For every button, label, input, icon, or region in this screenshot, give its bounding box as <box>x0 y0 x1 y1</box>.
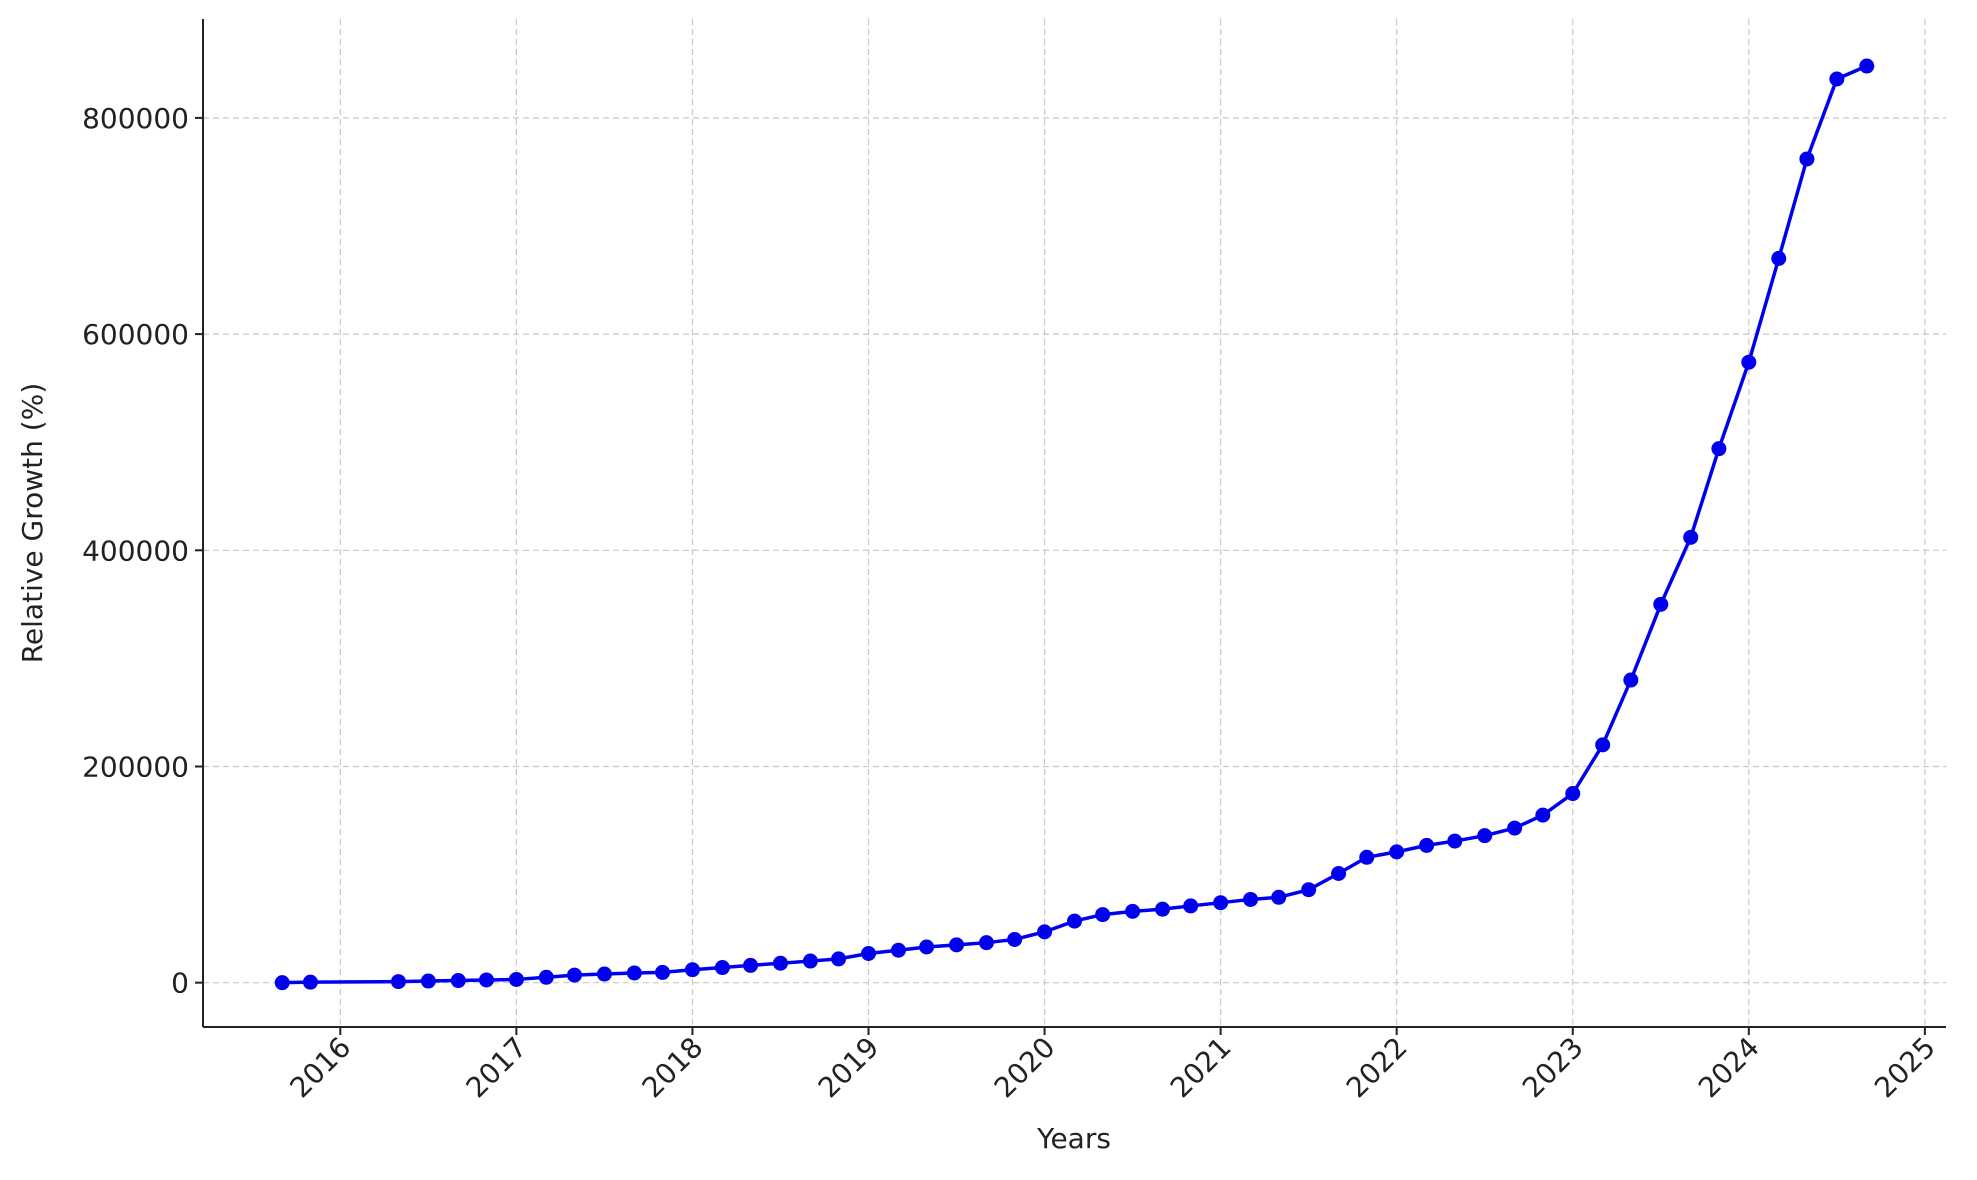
x-tick-label: 2022 <box>1340 1031 1414 1105</box>
x-tick-label: 2025 <box>1868 1031 1942 1105</box>
point <box>1007 931 1023 947</box>
point <box>743 957 759 973</box>
point <box>1359 849 1375 865</box>
point <box>420 973 436 989</box>
point <box>390 974 406 990</box>
point <box>508 971 524 987</box>
x-tick-label: 2020 <box>988 1031 1062 1105</box>
point <box>772 955 788 971</box>
point <box>714 960 730 976</box>
y-tick-label: 600000 <box>82 318 189 351</box>
point <box>861 945 877 961</box>
point <box>1037 924 1053 940</box>
point <box>1213 895 1229 911</box>
point <box>1741 354 1757 370</box>
point <box>478 972 494 988</box>
y-tick-label: 200000 <box>82 750 189 783</box>
point <box>1623 672 1639 688</box>
point <box>890 942 906 958</box>
point <box>1653 596 1669 612</box>
point <box>1771 250 1787 266</box>
point <box>1829 71 1845 87</box>
point <box>1683 529 1699 545</box>
point <box>978 935 994 951</box>
point <box>949 937 965 953</box>
point <box>1447 833 1463 849</box>
y-tick-label: 0 <box>171 967 189 1000</box>
x-tick-label: 2017 <box>460 1031 534 1105</box>
y-tick-label: 800000 <box>82 102 189 135</box>
point <box>655 964 671 980</box>
point <box>919 939 935 955</box>
x-tick-label: 2019 <box>812 1031 886 1105</box>
point <box>831 951 847 967</box>
point <box>1711 441 1727 457</box>
x-tick-label: 2023 <box>1516 1031 1590 1105</box>
point <box>1095 907 1111 923</box>
point <box>1271 889 1287 905</box>
y-tick-label: 400000 <box>82 534 189 567</box>
point <box>1859 58 1875 74</box>
point <box>566 967 582 983</box>
point <box>1389 844 1405 860</box>
point <box>1565 786 1581 802</box>
x-tick-label: 2018 <box>636 1031 710 1105</box>
y-axis-label: Relative Growth (%) <box>16 383 49 664</box>
x-axis-label: Years <box>1036 1122 1111 1155</box>
point <box>684 962 700 978</box>
point <box>1595 737 1611 753</box>
x-tick-label: 2024 <box>1692 1031 1766 1105</box>
point <box>1125 903 1141 919</box>
point <box>1507 820 1523 836</box>
point <box>1155 901 1171 917</box>
point <box>1799 151 1815 167</box>
point <box>802 953 818 969</box>
point <box>1535 807 1551 823</box>
point <box>538 969 554 985</box>
point <box>274 975 290 991</box>
point <box>1331 866 1347 882</box>
point <box>1243 891 1259 907</box>
point <box>626 965 642 981</box>
point <box>1301 882 1317 898</box>
point <box>450 973 466 989</box>
point <box>1183 898 1199 914</box>
point <box>302 974 318 990</box>
point <box>1419 837 1435 853</box>
point <box>1477 828 1493 844</box>
point <box>596 966 612 982</box>
x-tick-label: 2021 <box>1164 1031 1238 1105</box>
x-tick-label: 2016 <box>284 1031 358 1105</box>
point <box>1067 913 1082 929</box>
line <box>282 64 1868 985</box>
